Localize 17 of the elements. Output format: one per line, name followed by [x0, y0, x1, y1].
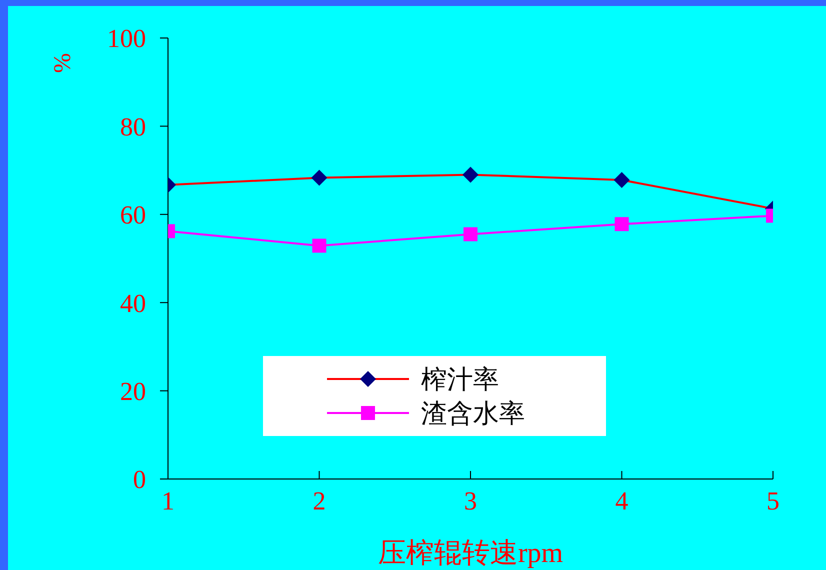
- legend-label: 榨汁率: [421, 364, 499, 396]
- y-tick-label: 60: [120, 200, 146, 230]
- x-axis-title: 压榨辊转速rpm: [378, 538, 564, 569]
- point: [462, 166, 478, 183]
- y-axis-title: %: [50, 53, 76, 73]
- point: [464, 227, 478, 242]
- x-tick-label: 3: [464, 486, 477, 516]
- legend-label: 渣含水率: [421, 398, 525, 430]
- y-tick-label: 0: [133, 465, 146, 494]
- y-tick-label: 20: [120, 377, 146, 406]
- y-tick-label: 80: [120, 112, 146, 142]
- y-tick-label: 100: [107, 24, 146, 54]
- x-tick-label: 1: [162, 486, 174, 516]
- x-tick-label: 2: [312, 486, 326, 516]
- y-tick-label: 40: [120, 288, 146, 318]
- x-tick-label: 5: [766, 486, 780, 516]
- x-tick-label: 4: [615, 486, 628, 516]
